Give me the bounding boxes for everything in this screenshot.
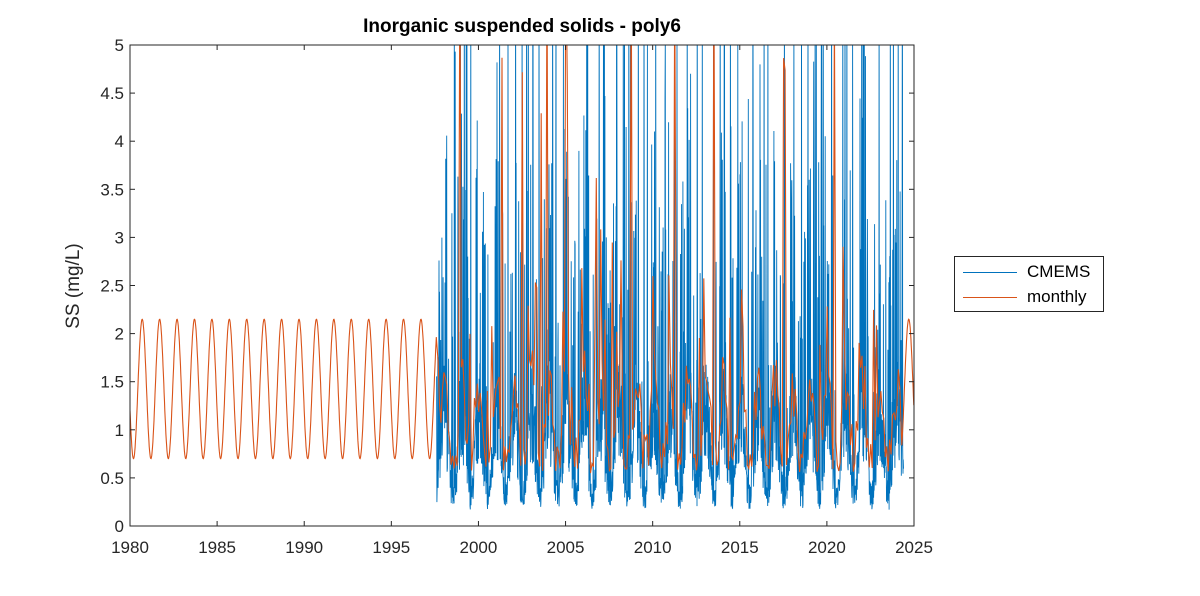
y-tick-label: 0.5 bbox=[100, 469, 124, 488]
x-tick-label: 2005 bbox=[547, 538, 585, 557]
y-tick-label: 2.5 bbox=[100, 277, 124, 296]
y-tick-label: 1 bbox=[115, 421, 124, 440]
x-tick-label: 2000 bbox=[460, 538, 498, 557]
legend-swatch-cmems bbox=[963, 272, 1017, 273]
x-tick-label: 1980 bbox=[111, 538, 149, 557]
legend: CMEMS monthly bbox=[954, 256, 1104, 312]
legend-label-cmems: CMEMS bbox=[1027, 262, 1091, 281]
y-tick-label: 4.5 bbox=[100, 84, 124, 103]
x-tick-label: 2025 bbox=[895, 538, 933, 557]
x-tick-label: 1995 bbox=[372, 538, 410, 557]
legend-swatch-monthly bbox=[963, 297, 1017, 298]
x-tick-label: 2010 bbox=[634, 538, 672, 557]
legend-item-cmems: CMEMS bbox=[955, 260, 1103, 284]
legend-item-monthly: monthly bbox=[955, 285, 1103, 309]
y-tick-label: 4 bbox=[115, 132, 124, 151]
x-tick-label: 2020 bbox=[808, 538, 846, 557]
x-tick-label: 2015 bbox=[721, 538, 759, 557]
series-line-monthly bbox=[130, 45, 914, 474]
y-tick-label: 5 bbox=[115, 36, 124, 55]
y-tick-label: 1.5 bbox=[100, 373, 124, 392]
legend-label-monthly: monthly bbox=[1027, 287, 1087, 306]
chart-title: Inorganic suspended solids - poly6 bbox=[363, 16, 681, 37]
x-tick-label: 1990 bbox=[285, 538, 323, 557]
y-tick-label: 2 bbox=[115, 325, 124, 344]
y-axis-label: SS (mg/L) bbox=[63, 243, 84, 329]
y-tick-label: 3.5 bbox=[100, 180, 124, 199]
y-tick-label: 0 bbox=[115, 517, 124, 536]
x-tick-label: 1985 bbox=[198, 538, 236, 557]
y-tick-label: 3 bbox=[115, 228, 124, 247]
